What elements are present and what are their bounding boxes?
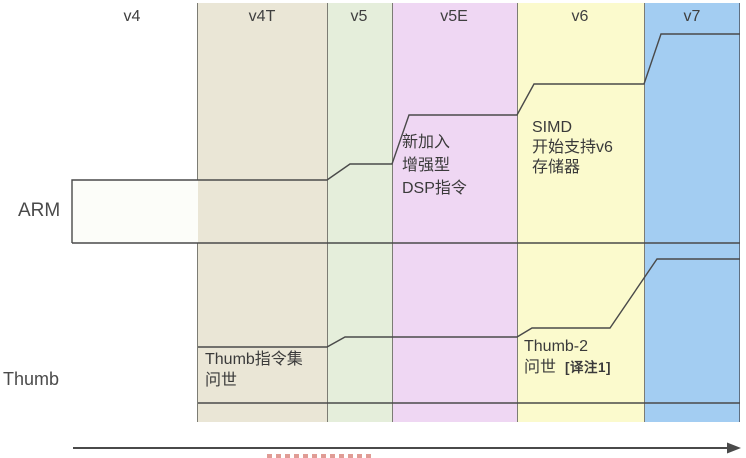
annotation-line: Thumb指令集	[205, 351, 303, 368]
column-label-v6: v6	[571, 8, 589, 25]
annotation-line: DSP指令	[402, 180, 467, 197]
column-label-v4t: v4T	[248, 8, 276, 25]
band-v5	[327, 3, 392, 422]
column-label-v4: v4	[123, 8, 141, 25]
row-label-arm: ARM	[18, 200, 61, 221]
annotation-thumb-introduced: Thumb指令集 问世	[205, 349, 303, 391]
annotation-text: 问世	[524, 359, 557, 376]
annotation-line: 新加入	[402, 134, 451, 151]
annotation-line: Thumb-2	[524, 338, 589, 355]
annotation-line: 增强型	[402, 157, 451, 174]
timeline-arrowhead-icon	[727, 442, 741, 454]
clipped-red-caption	[267, 454, 373, 458]
arm-start-box	[72, 180, 198, 243]
annotation-line: 问世 [译注1]	[524, 357, 611, 378]
column-label-v7: v7	[683, 8, 701, 25]
annotation-line: SIMD	[532, 119, 572, 136]
translator-note-ref: [译注1]	[565, 360, 612, 375]
band-v5e	[392, 3, 517, 422]
band-v7	[644, 3, 740, 422]
annotation-simd-v6-memory: SIMD 开始支持v6 存储器	[532, 118, 613, 178]
column-label-v5: v5	[350, 8, 368, 25]
annotation-enhanced-dsp: 新加入 增强型 DSP指令	[402, 131, 467, 200]
annotation-thumb2-introduced: Thumb-2 问世 [译注1]	[524, 336, 611, 378]
column-label-v5e: v5E	[440, 8, 468, 25]
annotation-line: 问世	[205, 372, 238, 389]
row-label-thumb: Thumb	[3, 369, 60, 389]
annotation-line: 存储器	[532, 159, 581, 176]
annotation-line: 开始支持v6	[532, 139, 613, 156]
